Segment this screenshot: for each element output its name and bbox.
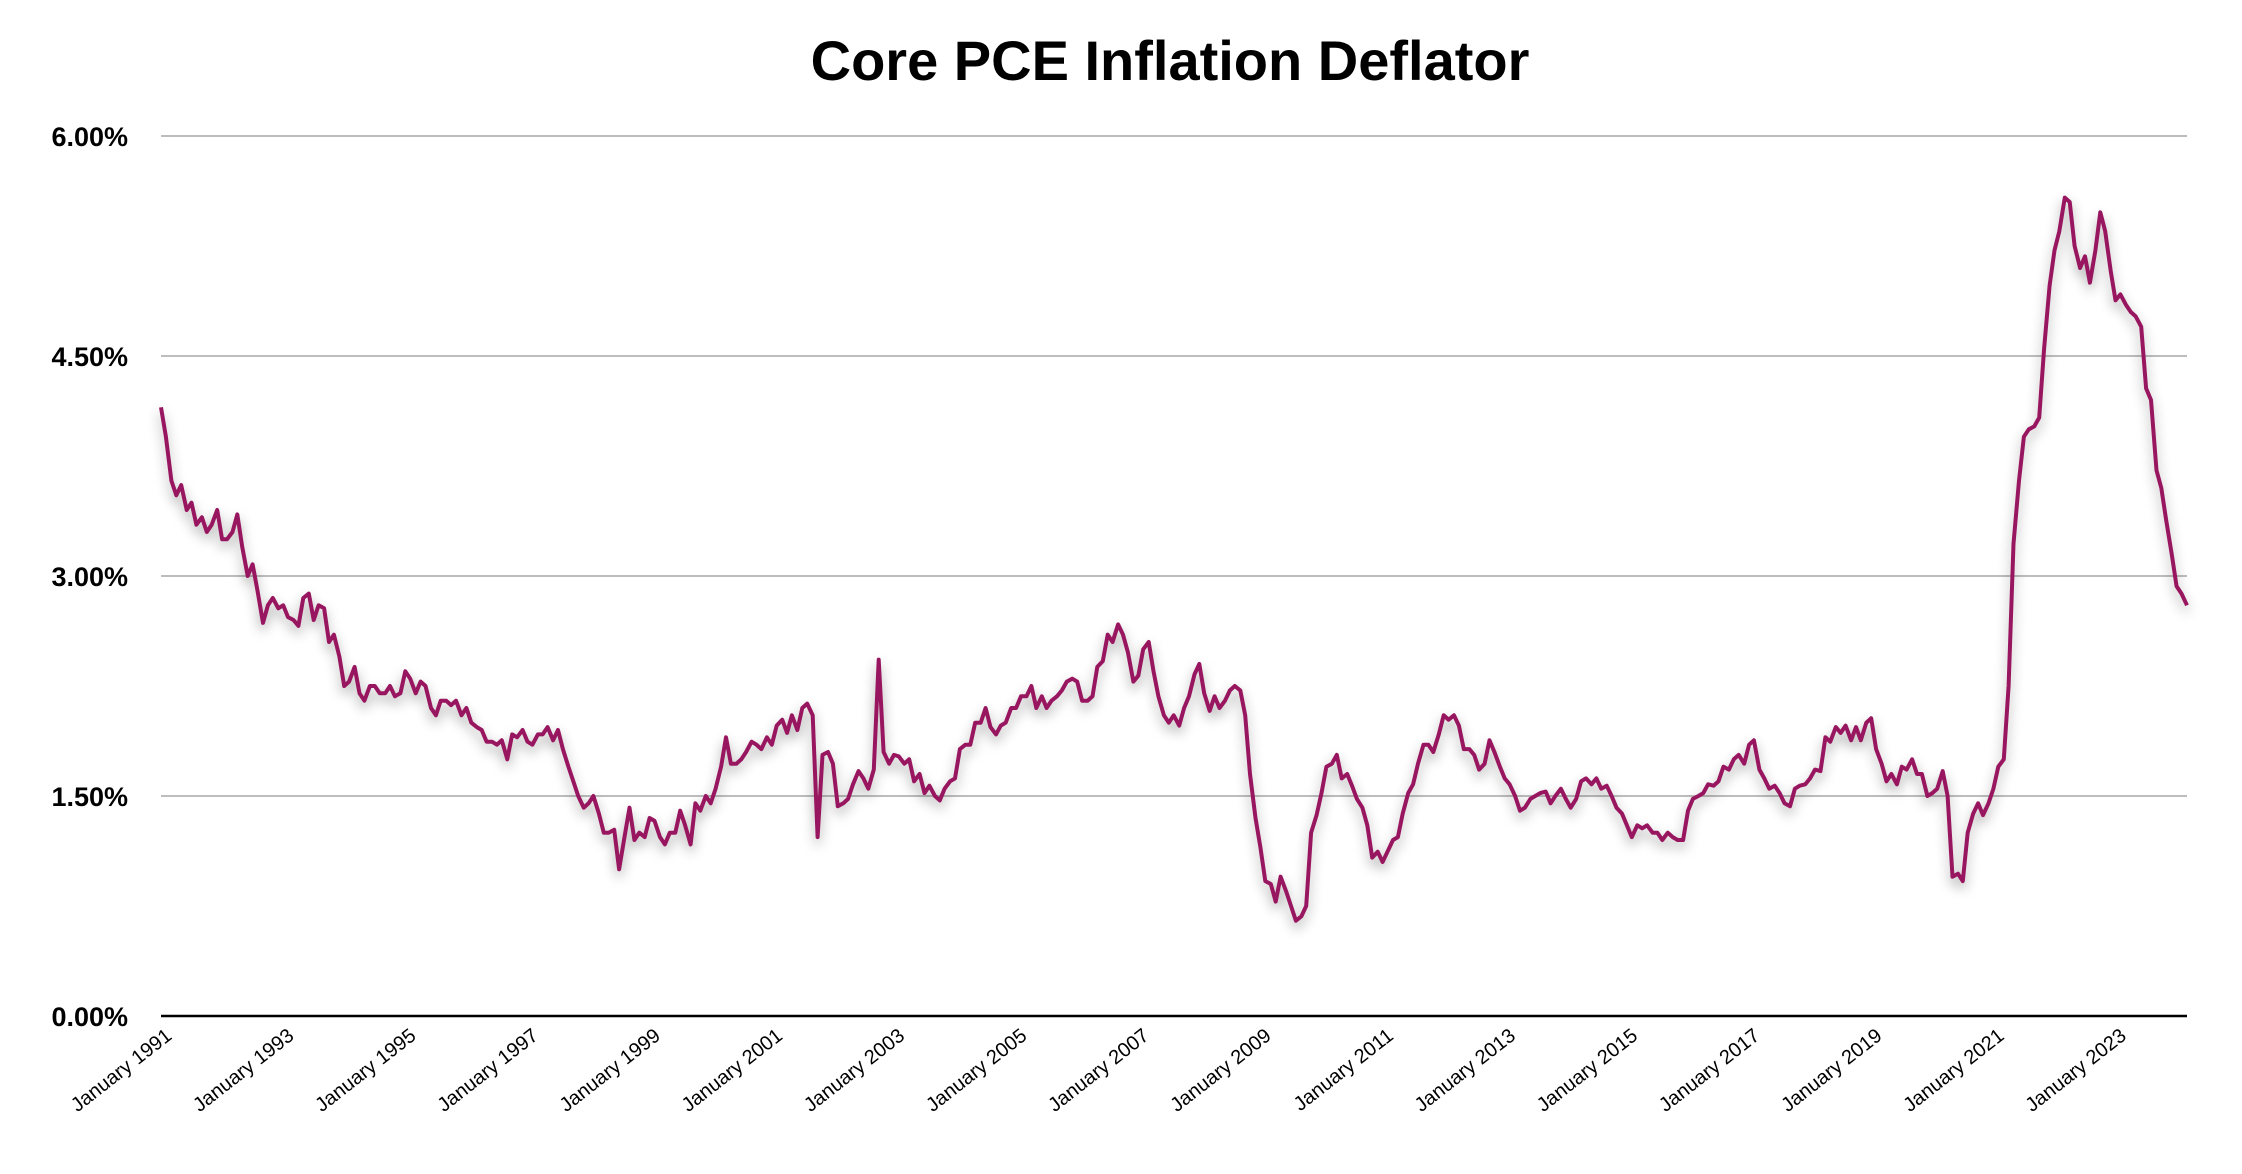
x-tick-label: January 2019 [1777, 1025, 1886, 1117]
chart-title: Core PCE Inflation Deflator [811, 29, 1530, 92]
x-tick-label: January 1993 [189, 1025, 298, 1117]
x-tick-label: January 2005 [922, 1025, 1031, 1117]
x-tick-label: January 2003 [800, 1025, 909, 1117]
x-tick-label: January 1995 [311, 1025, 420, 1117]
y-tick-label: 6.00% [51, 122, 128, 152]
x-tick-label: January 2001 [678, 1025, 787, 1117]
x-axis-tick-labels: January 1991 January 1993 January 1995 Janu… [67, 1025, 2131, 1117]
y-tick-label: 1.50% [51, 782, 128, 812]
y-tick-label: 0.00% [51, 1002, 128, 1032]
y-axis-tick-labels: 0.00% 1.50% 3.00% 4.50% 6.00% [51, 122, 128, 1032]
x-tick-label: January 1991 [67, 1025, 176, 1117]
x-tick-label: January 2023 [2022, 1025, 2131, 1117]
gridlines [161, 135, 2187, 797]
x-tick-label: January 2017 [1655, 1025, 1764, 1117]
series-group [159, 195, 2189, 923]
y-tick-label: 4.50% [51, 342, 128, 372]
x-tick-label: January 2013 [1411, 1025, 1520, 1117]
x-tick-label: January 1999 [556, 1025, 665, 1117]
x-tick-label: January 2011 [1290, 1025, 1398, 1116]
y-tick-label: 3.00% [51, 562, 128, 592]
x-tick-label: January 2007 [1044, 1025, 1153, 1117]
x-tick-label: January 2015 [1533, 1025, 1642, 1117]
x-tick-label: January 2021 [1899, 1025, 2008, 1117]
series-line [159, 195, 2189, 923]
x-tick-label: January 1997 [434, 1025, 543, 1117]
x-tick-label: January 2009 [1166, 1025, 1275, 1117]
